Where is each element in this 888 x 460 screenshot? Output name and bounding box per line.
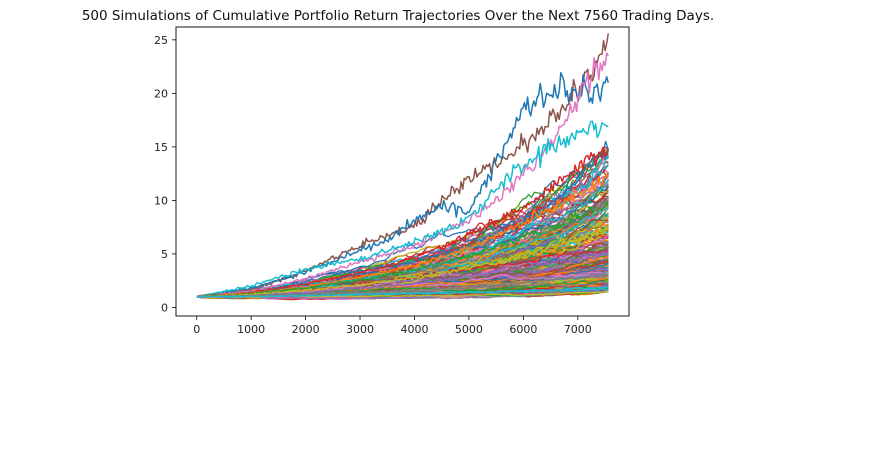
y-tick-label: 20 — [154, 87, 168, 100]
y-axis: 0 5 10 15 20 25 — [154, 34, 176, 314]
x-tick-label: 5000 — [455, 323, 483, 336]
y-tick-label: 25 — [154, 34, 168, 47]
y-tick-label: 10 — [154, 194, 168, 207]
simulation-line-highlight — [196, 201, 609, 298]
plot-area — [196, 33, 610, 301]
simulation-line-highlight — [196, 227, 609, 298]
x-tick-label: 3000 — [346, 323, 374, 336]
axes-frame — [175, 26, 630, 317]
y-tick-label: 5 — [161, 248, 168, 261]
x-tick-label: 2000 — [292, 323, 320, 336]
x-tick-label: 7000 — [564, 323, 592, 336]
x-tick-label: 6000 — [509, 323, 537, 336]
simulation-line-highlight — [196, 71, 610, 298]
y-tick-label: 15 — [154, 141, 168, 154]
x-axis: 0 1000 2000 3000 4000 5000 6000 7000 — [193, 316, 592, 336]
y-tick-label: 0 — [161, 301, 168, 314]
simulation-line-highlight — [196, 271, 609, 299]
x-tick-label: 1000 — [237, 323, 265, 336]
x-tick-label: 0 — [193, 323, 200, 336]
chart-title: 500 Simulations of Cumulative Portfolio … — [82, 8, 714, 24]
simulation-line-highlight — [196, 120, 609, 298]
simulation-line-highlight — [196, 287, 609, 299]
x-tick-label: 4000 — [400, 323, 428, 336]
